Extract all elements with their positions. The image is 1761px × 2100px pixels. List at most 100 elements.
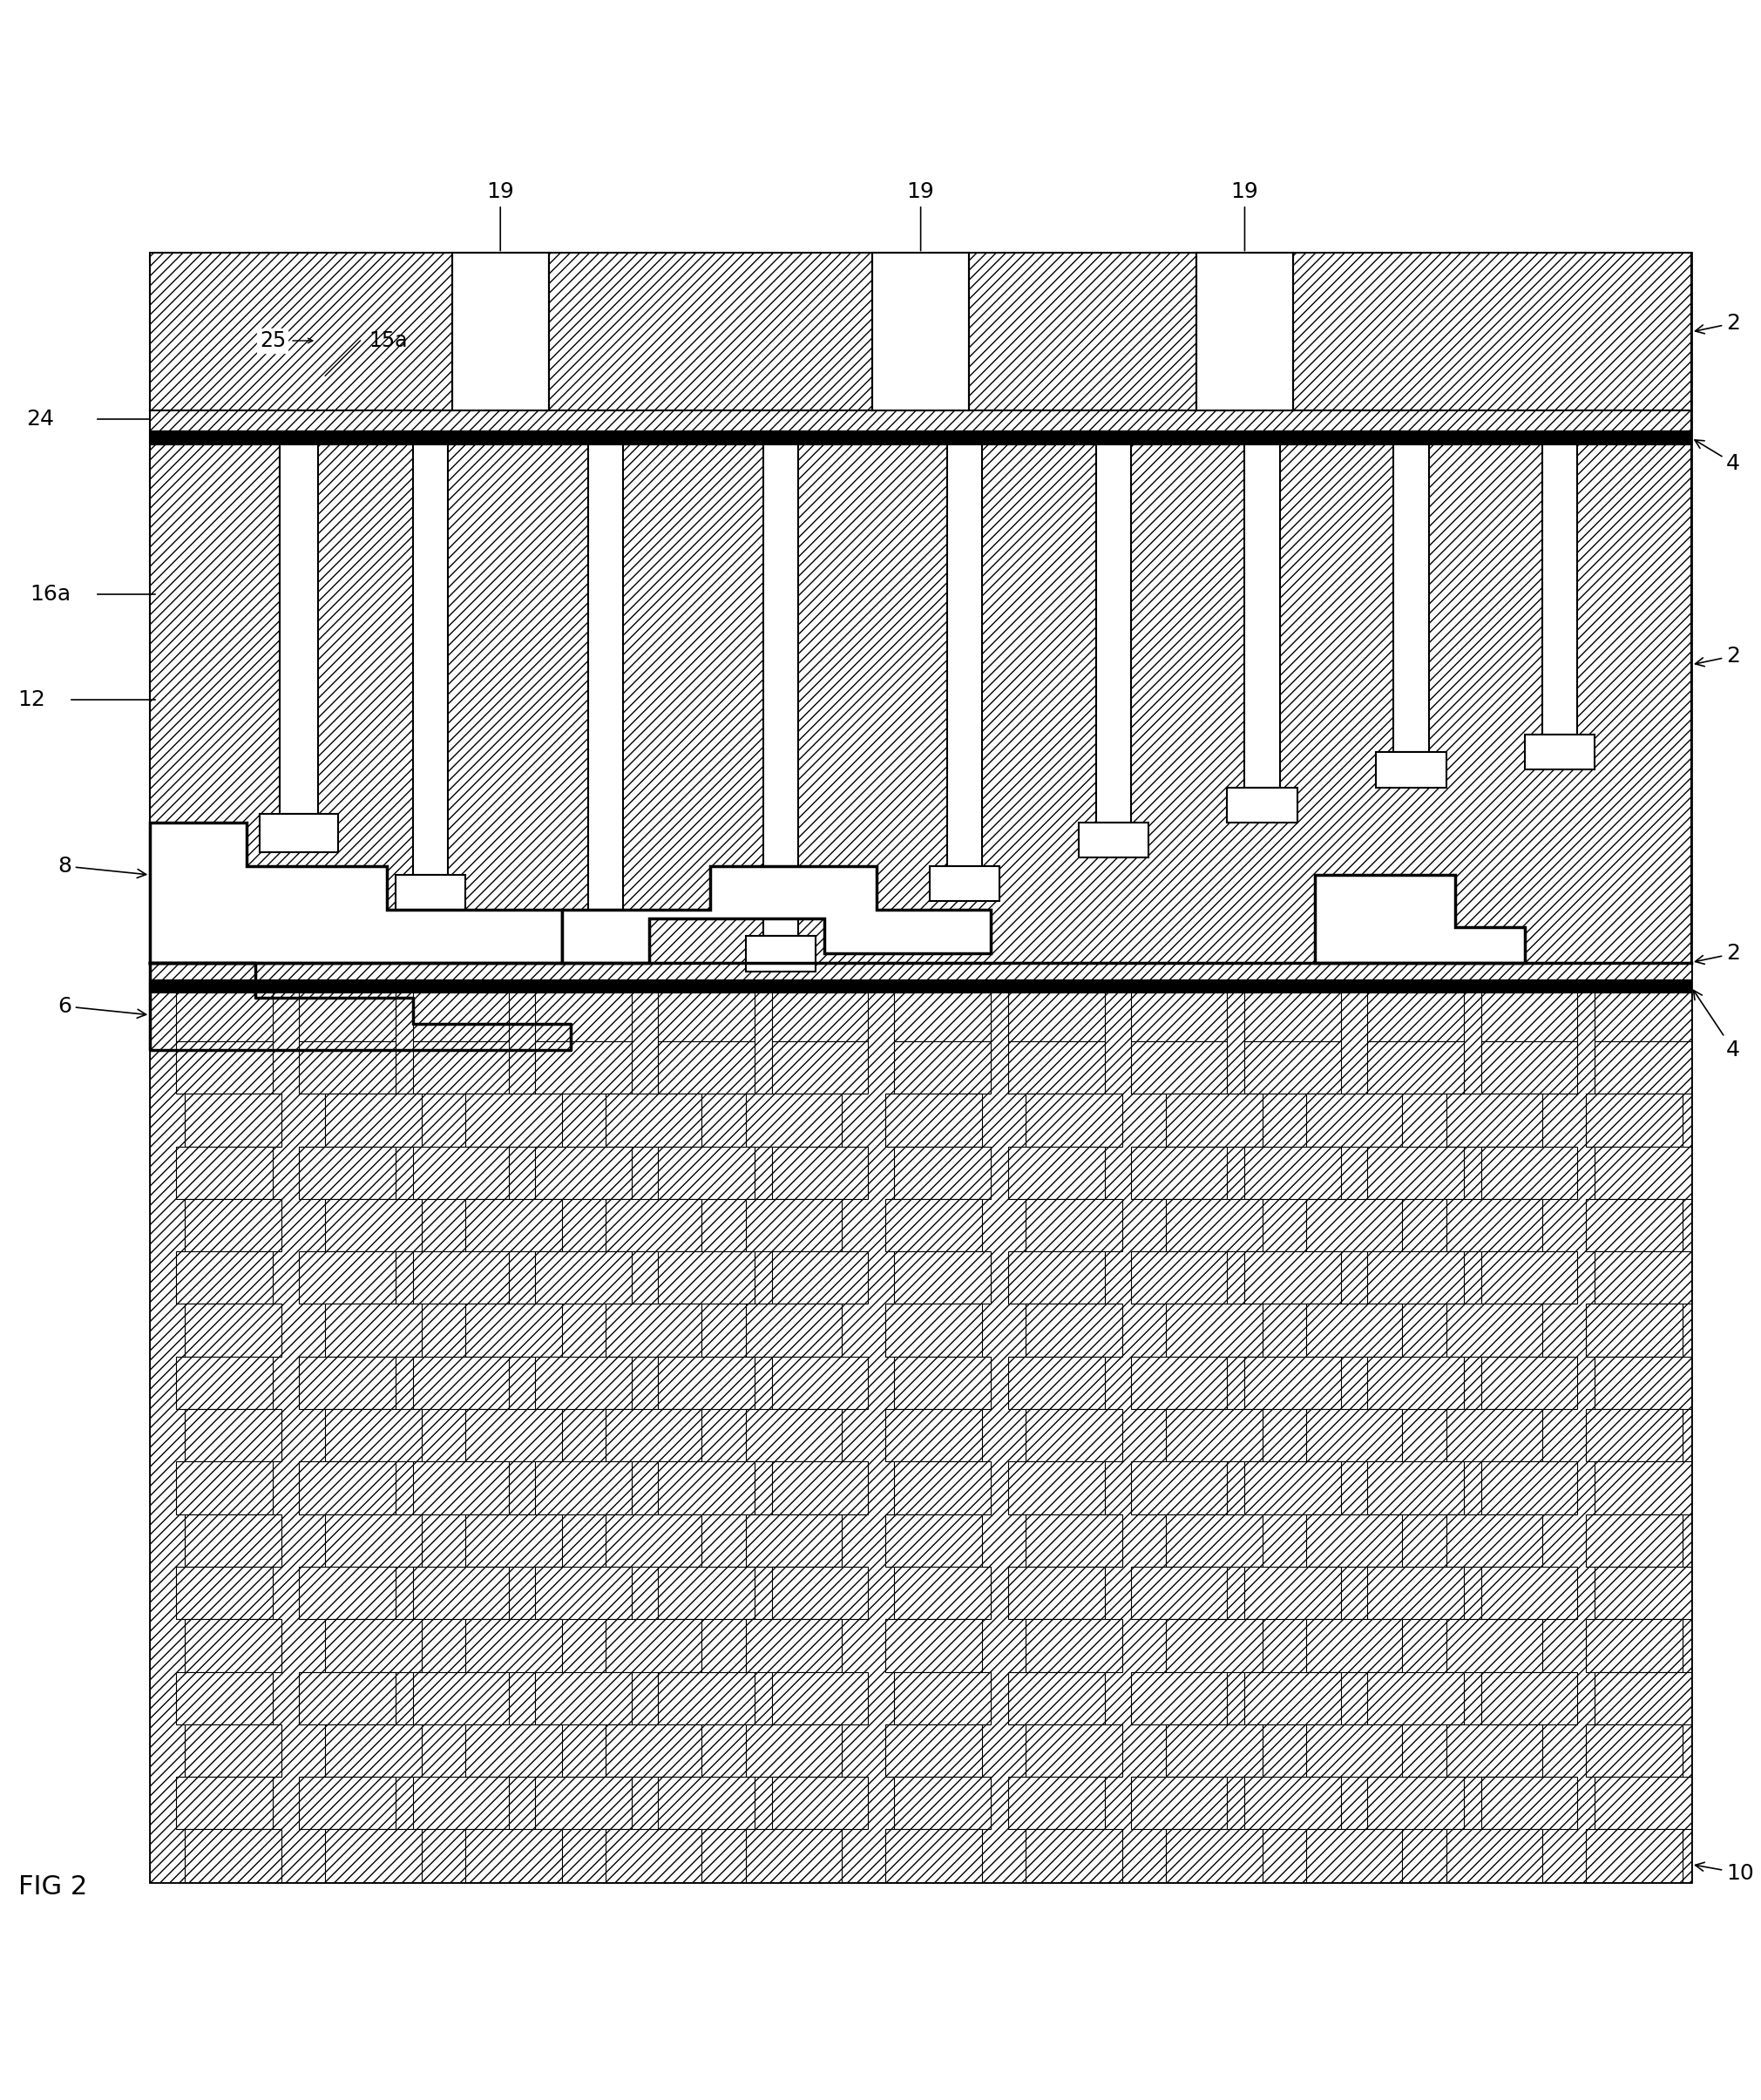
Bar xyxy=(659,1357,754,1409)
Polygon shape xyxy=(562,865,991,962)
Bar xyxy=(150,962,1691,1882)
Bar xyxy=(771,1462,868,1514)
Bar xyxy=(185,1199,282,1252)
Bar xyxy=(299,1462,394,1514)
Bar xyxy=(1025,1094,1122,1147)
Bar xyxy=(1025,1304,1122,1357)
Bar xyxy=(886,1829,983,1882)
Bar xyxy=(176,1672,273,1724)
Bar xyxy=(176,1567,273,1619)
Bar xyxy=(1166,1199,1263,1252)
Bar xyxy=(1025,1829,1122,1882)
Bar xyxy=(185,1304,282,1357)
Bar xyxy=(1375,752,1446,788)
Bar xyxy=(1131,1567,1227,1619)
Bar xyxy=(1481,1567,1578,1619)
Text: FIG 2: FIG 2 xyxy=(19,1873,88,1898)
Text: 16a: 16a xyxy=(30,584,70,605)
Bar xyxy=(150,443,1691,962)
Bar xyxy=(1367,1777,1463,1829)
Bar xyxy=(150,254,1691,1882)
Bar xyxy=(176,1042,273,1094)
Bar xyxy=(1307,1304,1402,1357)
Bar xyxy=(1446,1829,1543,1882)
Bar xyxy=(895,1042,991,1094)
Bar xyxy=(1131,1042,1227,1094)
Bar xyxy=(1166,1514,1263,1567)
Bar xyxy=(1245,1042,1342,1094)
Bar xyxy=(606,1619,703,1672)
Bar xyxy=(465,1514,562,1567)
Bar xyxy=(299,1357,394,1409)
Bar xyxy=(1367,1357,1463,1409)
Bar xyxy=(1009,1672,1104,1724)
Bar xyxy=(895,1777,991,1829)
Bar xyxy=(535,1252,632,1304)
Bar xyxy=(1131,1672,1227,1724)
Bar xyxy=(326,1199,421,1252)
Bar xyxy=(771,1357,868,1409)
Bar xyxy=(745,1094,842,1147)
Bar xyxy=(1543,443,1578,735)
Bar xyxy=(326,1409,421,1462)
Bar xyxy=(1446,1409,1543,1462)
Bar xyxy=(1078,823,1148,857)
Bar xyxy=(872,254,969,412)
Bar xyxy=(326,1619,421,1672)
Bar xyxy=(1245,1252,1342,1304)
Bar xyxy=(176,1357,273,1409)
Bar xyxy=(535,1147,632,1199)
Bar xyxy=(185,1094,282,1147)
Bar xyxy=(1166,1409,1263,1462)
Bar xyxy=(886,1724,983,1777)
Bar xyxy=(895,1672,991,1724)
Bar xyxy=(606,1514,703,1567)
Bar xyxy=(895,1567,991,1619)
Bar xyxy=(412,1252,509,1304)
Bar xyxy=(1009,1462,1104,1514)
Bar xyxy=(412,443,447,876)
Polygon shape xyxy=(150,823,562,962)
Bar xyxy=(412,1777,509,1829)
Bar xyxy=(1009,1147,1104,1199)
Bar xyxy=(1367,1567,1463,1619)
Bar xyxy=(1595,1777,1691,1829)
Bar xyxy=(1025,1409,1122,1462)
Bar xyxy=(1367,1147,1463,1199)
Text: 10: 10 xyxy=(1696,1863,1754,1884)
Bar xyxy=(1367,1462,1463,1514)
Bar xyxy=(412,991,509,1042)
Bar xyxy=(886,1094,983,1147)
Bar xyxy=(1009,1252,1104,1304)
Bar xyxy=(1481,1252,1578,1304)
Bar xyxy=(1481,1357,1578,1409)
Bar xyxy=(185,1829,282,1882)
Text: 8: 8 xyxy=(58,855,146,878)
Bar xyxy=(299,991,394,1042)
Bar xyxy=(771,1672,868,1724)
Bar xyxy=(745,937,815,970)
Bar xyxy=(1166,1619,1263,1672)
Text: 2: 2 xyxy=(1696,313,1740,334)
Bar xyxy=(1446,1514,1543,1567)
Bar xyxy=(1595,1462,1691,1514)
Bar xyxy=(895,1357,991,1409)
Bar xyxy=(1587,1829,1682,1882)
Bar xyxy=(185,1619,282,1672)
Bar xyxy=(465,1094,562,1147)
Text: 24: 24 xyxy=(26,410,55,430)
Bar xyxy=(1025,1619,1122,1672)
Text: 2: 2 xyxy=(1696,943,1740,964)
Bar xyxy=(1595,1252,1691,1304)
Bar xyxy=(1009,1042,1104,1094)
Text: 6: 6 xyxy=(58,995,146,1018)
Bar xyxy=(1025,1514,1122,1567)
Bar xyxy=(1481,991,1578,1042)
Bar xyxy=(895,1462,991,1514)
Bar xyxy=(1227,788,1298,823)
Bar xyxy=(1595,1567,1691,1619)
Bar xyxy=(535,1672,632,1724)
Bar xyxy=(1481,1777,1578,1829)
Bar xyxy=(299,1252,394,1304)
Bar xyxy=(606,1724,703,1777)
